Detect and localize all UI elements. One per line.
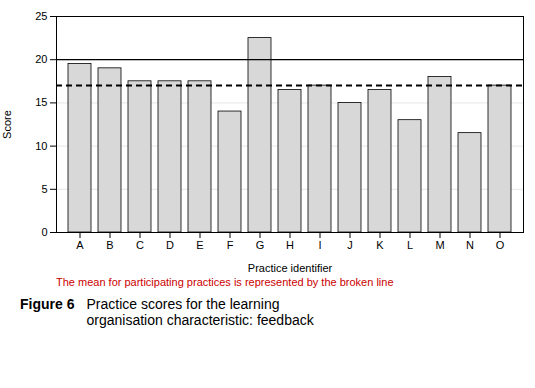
svg-text:Practice identifier: Practice identifier bbox=[248, 262, 333, 274]
svg-text:20: 20 bbox=[35, 53, 47, 65]
svg-text:D: D bbox=[166, 239, 174, 251]
svg-text:5: 5 bbox=[41, 183, 47, 195]
svg-text:C: C bbox=[136, 239, 144, 251]
svg-text:L: L bbox=[407, 239, 413, 251]
svg-text:G: G bbox=[256, 239, 265, 251]
svg-text:B: B bbox=[106, 239, 113, 251]
svg-text:A: A bbox=[76, 239, 84, 251]
svg-text:J: J bbox=[347, 239, 353, 251]
svg-text:10: 10 bbox=[35, 140, 47, 152]
html-text:The mean for participating pra: The mean for participating practices is … bbox=[56, 276, 394, 288]
svg-text:O: O bbox=[496, 239, 505, 251]
html-text:Practice scores for the learni: Practice scores for the learning organis… bbox=[86, 296, 314, 328]
svg-text:K: K bbox=[376, 239, 384, 251]
svg-text:0: 0 bbox=[41, 226, 47, 238]
svg-text:M: M bbox=[435, 239, 444, 251]
svg-text:H: H bbox=[286, 239, 294, 251]
svg-text:I: I bbox=[318, 239, 321, 251]
svg-text:N: N bbox=[466, 239, 474, 251]
svg-text:15: 15 bbox=[35, 96, 47, 108]
html-text:Figure 6: Figure 6 bbox=[20, 296, 75, 312]
svg-text:E: E bbox=[196, 239, 203, 251]
svg-text:F: F bbox=[227, 239, 234, 251]
svg-text:25: 25 bbox=[35, 10, 47, 22]
svg-text:Score: Score bbox=[1, 110, 13, 139]
